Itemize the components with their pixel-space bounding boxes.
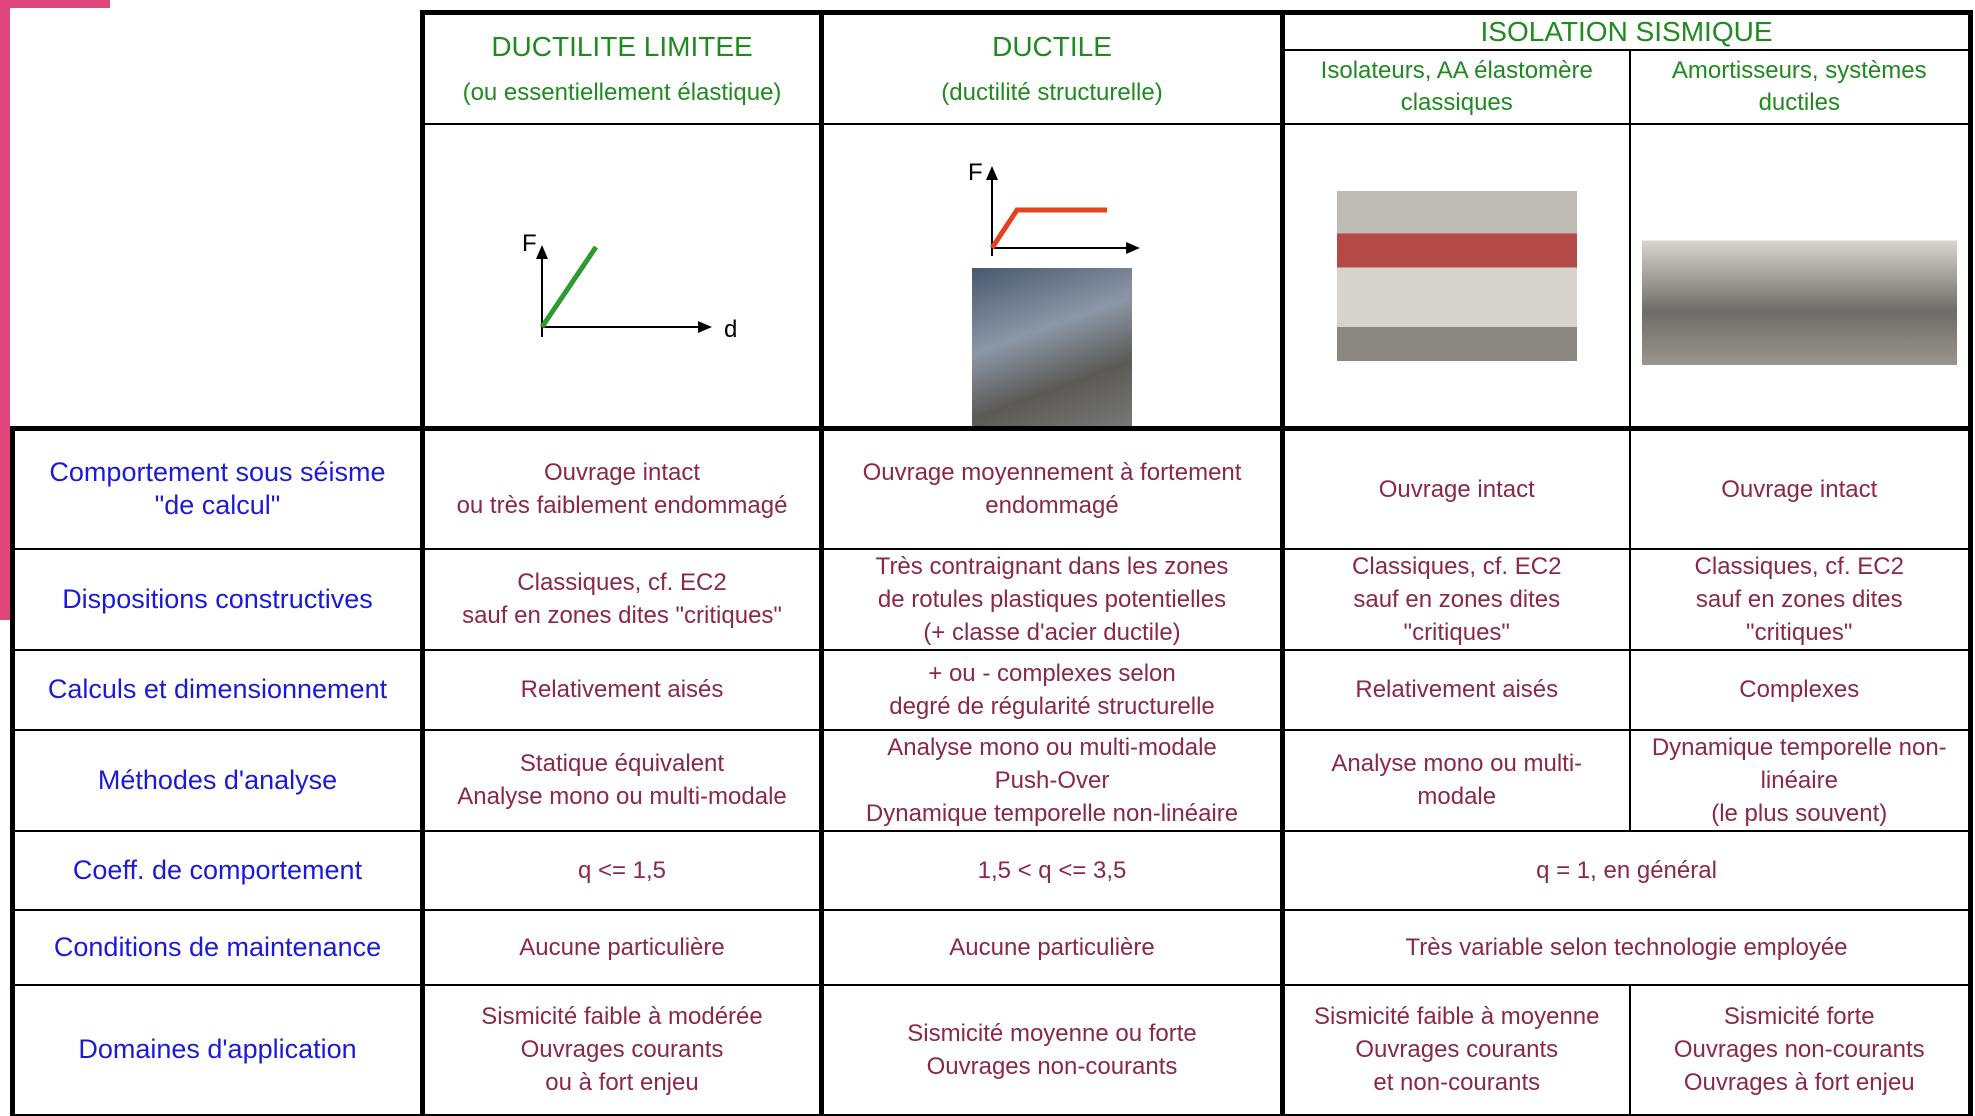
table-row: Calculs et dimensionnement Relativement a…: [10, 648, 1974, 731]
empty-corner: [12, 12, 425, 429]
ductile-diagram: F: [968, 159, 1140, 256]
table-cell: Ouvrage intact: [1281, 427, 1631, 550]
table-cell: q = 1, en général: [1281, 829, 1974, 911]
group-title: DUCTILE: [992, 30, 1112, 62]
table-row: Dispositions constructives Classiques, cf…: [10, 547, 1974, 651]
row-label: Méthodes d'analyse: [10, 728, 425, 832]
table-cell: Sismicité forte Ouvrages non-courants Ou…: [1628, 983, 1974, 1116]
table-cell: Aucune particulière: [421, 908, 824, 986]
diagram-cell: F: [820, 123, 1285, 431]
group-subtitle: (ductilité structurelle): [941, 78, 1163, 106]
table-row: Méthodes d'analyse Statique équivalent An…: [10, 728, 1974, 832]
table-row: Domaines d'application Sismicité faible à…: [10, 983, 1974, 1116]
comparison-table: DUCTILITE LIMITEE (ou essentiellement éla…: [10, 10, 1974, 1116]
axis-label: F: [968, 159, 983, 186]
table-cell: Ouvrage intact ou très faiblement endomm…: [421, 427, 824, 550]
accent-tab: [0, 0, 110, 8]
table-cell: Très contraignant dans les zones de rotu…: [820, 547, 1285, 651]
table-cell: Classiques, cf. EC2 sauf en zones dites …: [1281, 547, 1631, 651]
table-cell: + ou - complexes selon degré de régulari…: [820, 648, 1285, 731]
shape: [989, 207, 1107, 250]
table-body: Comportement sous séisme "de calcul" Ouvr…: [10, 426, 1974, 1116]
table-cell: Classiques, cf. EC2 sauf en zones dites …: [421, 547, 824, 651]
table-cell: Sismicité moyenne ou forte Ouvrages non-…: [820, 983, 1285, 1116]
shape: [1126, 242, 1140, 254]
table-row: DUCTILITE LIMITEE (ou essentiellement éla…: [12, 10, 1974, 429]
shape: [539, 245, 599, 329]
table-cell: Aucune particulière: [820, 908, 1285, 986]
shape: [536, 245, 548, 259]
subcolumn-header: Amortisseurs, systèmes ductiles: [1628, 49, 1974, 125]
group-title: ISOLATION SISMIQUE: [1281, 10, 1974, 51]
photo: [1336, 190, 1577, 361]
table-cell: Statique équivalent Analyse mono ou mult…: [421, 728, 824, 832]
diagram-cell: F d: [421, 123, 824, 431]
photo: [1641, 186, 1957, 365]
table-cell: Analyse mono ou multi- modale: [1281, 728, 1631, 832]
elastic-diagram: F d: [522, 230, 737, 343]
table-cell: Dynamique temporelle non- linéaire (le p…: [1628, 728, 1974, 832]
table-row: F d F: [13, 123, 1974, 431]
table-row: Isolateurs, AA élastomère classiques Amo…: [13, 49, 1974, 125]
table-cell: Ouvrage intact: [1628, 427, 1974, 550]
accent-stripe: [0, 0, 10, 620]
shape: DUCTILITE LIMITEE (ou essentiellement éla…: [12, 10, 1974, 431]
axis-label: F: [522, 230, 537, 257]
group-header: DUCTILITE LIMITEE (ou essentiellement éla…: [421, 10, 824, 125]
row-label: Calculs et dimensionnement: [10, 648, 425, 731]
table-cell: Relativement aisés: [421, 648, 824, 731]
group-subtitle: (ou essentiellement élastique): [462, 78, 782, 106]
photo: [972, 268, 1132, 426]
table-cell: Analyse mono ou multi-modale Push-Over D…: [820, 728, 1285, 832]
shape: [986, 166, 998, 180]
photo-cell: [1628, 123, 1974, 431]
table-cell: q <= 1,5: [421, 829, 824, 911]
table-cell: Complexes: [1628, 648, 1974, 731]
table-cell: Très variable selon technologie employée: [1281, 908, 1974, 986]
row-label: Coeff. de comportement: [10, 829, 425, 911]
table-cell: Relativement aisés: [1281, 648, 1631, 731]
group-title: DUCTILITE LIMITEE: [491, 30, 753, 62]
row-label: Comportement sous séisme "de calcul": [10, 426, 425, 550]
row-label: Dispositions constructives: [10, 547, 425, 651]
photo-cell: [1281, 123, 1631, 431]
table-cell: Sismicité faible à moyenne Ouvrages cour…: [1281, 983, 1631, 1116]
shape: [698, 321, 712, 333]
table-cell: Sismicité faible à modérée Ouvrages cour…: [421, 983, 824, 1116]
subcolumn-header: Isolateurs, AA élastomère classiques: [1281, 49, 1631, 125]
group-header: DUCTILE (ductilité structurelle): [820, 10, 1285, 125]
table-cell: 1,5 < q <= 3,5: [820, 829, 1285, 911]
table-cell: Classiques, cf. EC2 sauf en zones dites …: [1628, 547, 1974, 651]
table-row: Comportement sous séisme "de calcul" Ouvr…: [10, 426, 1974, 550]
axis-label: d: [724, 316, 737, 343]
table-row: Coeff. de comportement q <= 1,5 1,5 < q <=…: [10, 829, 1974, 911]
table-cell: Ouvrage moyennement à fortement endommag…: [820, 427, 1285, 550]
row-label: Domaines d'application: [10, 983, 425, 1116]
table-row: Conditions de maintenance Aucune particul…: [10, 908, 1974, 986]
row-label: Conditions de maintenance: [10, 908, 425, 986]
